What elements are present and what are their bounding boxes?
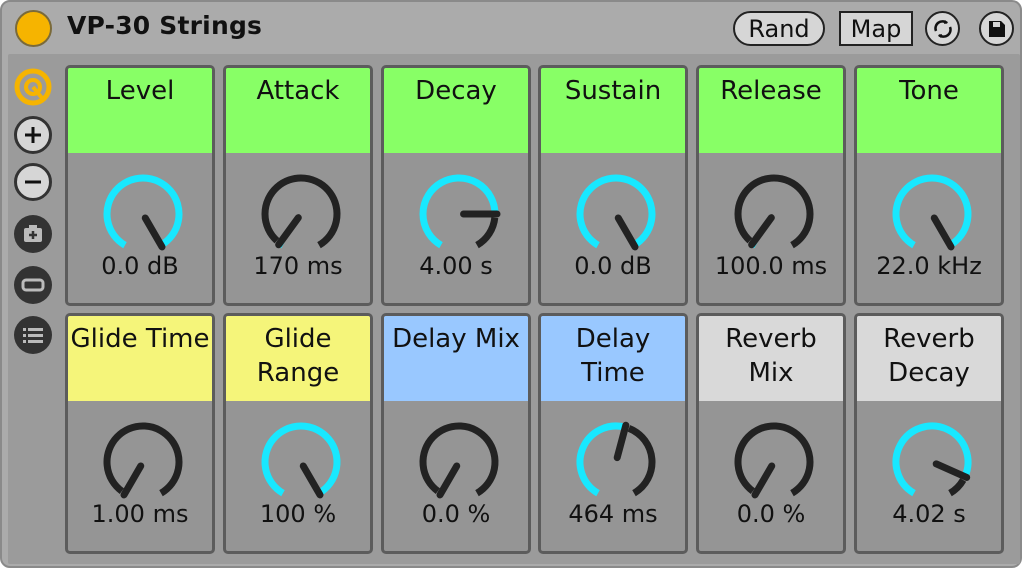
macro-knob[interactable] [93,164,193,264]
knob-pointer [613,421,630,462]
macro-view-icon[interactable] [14,68,52,106]
macro-value: 1.00 ms [91,500,189,528]
macro-glide-range[interactable]: Glide Range 100 % [223,313,373,554]
knob-track [103,422,183,497]
remove-macro-icon[interactable] [14,163,52,201]
macro-label: Reverb Mix [699,316,843,401]
macro-reverb-mix[interactable]: Reverb Mix 0.0 % [696,313,846,554]
macro-label: Tone [857,68,1001,153]
knob-pointer [141,214,166,251]
macro-value: 170 ms [253,252,343,280]
knob-track [734,422,814,497]
map-button[interactable]: Map [839,11,913,46]
knob-track [627,425,656,497]
knob-track [261,174,341,249]
macro-glide-time[interactable]: Glide Time 1.00 ms [65,313,215,554]
knob-pointer [436,462,461,499]
macro-delay-time[interactable]: Delay Time 464 ms [538,313,688,554]
knob-value-arc [892,174,972,249]
macro-release[interactable]: Release 100.0 ms [696,65,846,306]
rand-button[interactable]: Rand [733,11,825,46]
macro-delay-mix[interactable]: Delay Mix 0.0 % [381,313,531,554]
macro-knob[interactable] [251,412,351,512]
macro-value: 100 % [259,500,337,528]
knob-value-arc [103,174,183,249]
macro-knob[interactable] [882,164,982,264]
knob-pointer [614,214,639,251]
macro-value: 0.0 dB [574,252,652,280]
macro-label: Glide Range [226,316,370,401]
macro-reverb-decay[interactable]: Reverb Decay 4.02 s [854,313,1004,554]
macro-knob[interactable] [724,412,824,512]
macro-value: 0.0 % [421,500,491,528]
macro-value: 0.0 dB [101,252,179,280]
macro-knob[interactable] [93,412,193,512]
knob-track [948,478,967,497]
macro-knob[interactable] [251,164,351,264]
macro-label: Delay Mix [384,316,528,401]
save-icon[interactable] [979,11,1014,46]
macro-value: 0.0 % [736,500,806,528]
macro-knob[interactable] [409,164,509,264]
knob-track [475,217,499,249]
knob-pointer [120,462,145,499]
macro-label: Reverb Decay [857,316,1001,401]
macro-knob[interactable] [566,164,666,264]
show-variations-icon[interactable] [14,266,52,304]
macro-label: Glide Time [68,316,212,401]
macro-label: Decay [384,68,528,153]
macro-label: Level [68,68,212,153]
macro-knob[interactable] [882,412,982,512]
list-icon[interactable] [14,316,52,354]
macro-sustain[interactable]: Sustain 0.0 dB [538,65,688,306]
macro-knob[interactable] [566,412,666,512]
macro-label: Sustain [541,68,685,153]
knob-pointer [748,214,775,249]
add-macro-icon[interactable] [14,116,52,154]
knob-value-arc [261,422,341,497]
knob-value-arc [892,422,972,497]
macro-tone[interactable]: Tone 22.0 kHz [854,65,1004,306]
knob-value-arc [576,422,627,497]
macro-value: 464 ms [568,500,658,528]
macro-attack[interactable]: Attack 170 ms [223,65,373,306]
macro-value: 100.0 ms [714,252,828,280]
macro-decay[interactable]: Decay 4.00 s [381,65,531,306]
hot-swap-icon[interactable] [925,11,960,46]
knob-pointer [932,460,971,481]
macro-value: 4.02 s [892,500,966,528]
knob-pointer [930,214,955,251]
knob-pointer [275,214,302,249]
macro-knob[interactable] [724,164,824,264]
knob-value-arc [576,174,656,249]
macro-label: Release [699,68,843,153]
device-on-icon[interactable] [15,10,52,47]
macro-level[interactable]: Level 0.0 dB [65,65,215,306]
macro-label: Delay Time [541,316,685,401]
macro-label: Attack [226,68,370,153]
macro-value: 22.0 kHz [876,252,982,280]
macro-knob[interactable] [409,412,509,512]
knob-pointer [299,462,324,499]
add-variation-icon[interactable] [14,215,52,253]
knob-track [419,422,499,497]
knob-pointer [751,462,776,499]
knob-value-arc [419,174,499,249]
knob-track [734,174,814,249]
macro-value: 4.00 s [419,252,493,280]
device-title: VP-30 Strings [67,11,263,40]
